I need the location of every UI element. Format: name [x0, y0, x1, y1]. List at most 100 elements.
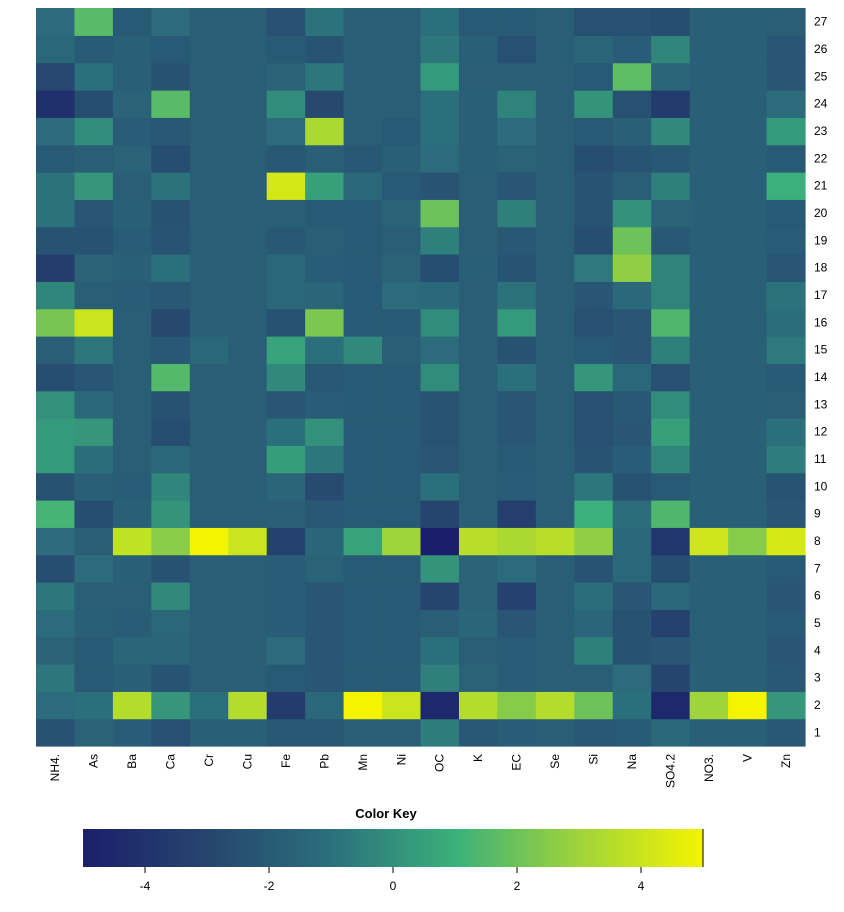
row-label: 22	[814, 151, 828, 165]
column-label: Cu	[240, 754, 254, 769]
heatmap-cell-1-Ba	[112, 718, 152, 747]
color-key-swatch	[203, 829, 209, 867]
heatmap-cell-6-Fe	[266, 582, 306, 610]
heatmap-cell-11-Mn	[343, 445, 383, 474]
heatmap-cell-9-SO4.2	[651, 500, 691, 528]
heatmap-cell-4-OC	[420, 636, 460, 665]
heatmap-cell-20-NH4.	[36, 199, 76, 228]
heatmap-cell-20-Cu	[228, 199, 268, 228]
heatmap-cell-17-V	[728, 281, 768, 310]
heatmap-cell-21-EC	[497, 172, 537, 200]
heatmap-cell-25-Cu	[228, 62, 268, 91]
heatmap-cell-22-NO3.	[689, 144, 729, 173]
heatmap-cell-11-K	[458, 445, 498, 474]
heatmap-cell-22-NH4.	[36, 144, 76, 173]
heatmap-cell-8-Ni	[382, 527, 422, 556]
row-labels: 1234567891011121314151617181920212223242…	[814, 15, 828, 740]
heatmap-cell-2-Si	[574, 691, 614, 720]
heatmap-cell-22-Fe	[266, 144, 306, 173]
heatmap-cell-20-SO4.2	[651, 199, 691, 228]
heatmap-cell-25-Ni	[382, 62, 422, 91]
heatmap-cell-7-Cu	[228, 554, 268, 583]
heatmap-cell-1-Ca	[151, 718, 191, 747]
heatmap-cell-17-SO4.2	[651, 281, 691, 310]
heatmap-cell-5-NO3.	[689, 609, 729, 638]
color-key-swatch	[218, 829, 224, 867]
heatmap-cell-15-Se	[535, 336, 575, 364]
heatmap-cell-12-Fe	[266, 418, 306, 446]
heatmap-cell-19-NH4.	[36, 226, 76, 255]
color-key-swatch	[553, 829, 559, 867]
color-key-swatch	[628, 829, 634, 867]
color-key-swatch	[128, 829, 134, 867]
heatmap-cell-26-Zn	[766, 35, 806, 64]
heatmap-cell-24-Pb	[305, 90, 345, 118]
color-key-swatch	[393, 829, 399, 867]
heatmap-cell-16-Cu	[228, 308, 268, 337]
heatmap-cell-8-EC	[497, 527, 537, 556]
heatmap-cell-25-SO4.2	[651, 62, 691, 91]
heatmap-cell-9-Ba	[112, 500, 152, 528]
heatmap-cell-23-Ba	[112, 117, 152, 146]
heatmap-cell-21-NO3.	[689, 172, 729, 200]
heatmap-cell-10-K	[458, 472, 498, 501]
heatmap-cell-21-As	[74, 172, 114, 200]
heatmap-cell-6-NH4.	[36, 582, 76, 610]
heatmap-cell-10-Si	[574, 472, 614, 501]
heatmap-cell-3-Si	[574, 664, 614, 692]
heatmap-cell-11-Ni	[382, 445, 422, 474]
row-label: 3	[814, 671, 821, 685]
heatmap-cell-5-Fe	[266, 609, 306, 638]
heatmap-cell-16-OC	[420, 308, 460, 337]
row-label: 19	[814, 233, 828, 247]
heatmap-cell-13-NO3.	[689, 390, 729, 419]
heatmap-cell-8-V	[728, 527, 768, 556]
heatmap-cell-13-SO4.2	[651, 390, 691, 419]
heatmap-cell-25-Pb	[305, 62, 345, 91]
heatmap-cell-23-Fe	[266, 117, 306, 146]
heatmap-cell-27-Cr	[189, 8, 229, 36]
color-key-swatch	[108, 829, 114, 867]
heatmap-cell-21-Ba	[112, 172, 152, 200]
heatmap-cell-22-Ni	[382, 144, 422, 173]
heatmap-cell-16-Mn	[343, 308, 383, 337]
heatmap-cell-15-Zn	[766, 336, 806, 364]
heatmap-cell-19-OC	[420, 226, 460, 255]
heatmap-cell-12-Ca	[151, 418, 191, 446]
row-label: 9	[814, 507, 821, 521]
heatmap-cell-24-NH4.	[36, 90, 76, 118]
heatmap-cell-5-Mn	[343, 609, 383, 638]
heatmap-cell-19-Se	[535, 226, 575, 255]
color-key-swatch	[183, 829, 189, 867]
color-key-swatch	[423, 829, 429, 867]
heatmap-cell-21-Cu	[228, 172, 268, 200]
heatmap-cell-26-K	[458, 35, 498, 64]
heatmap-cell-1-NH4.	[36, 718, 76, 747]
heatmap-cell-26-NO3.	[689, 35, 729, 64]
heatmap-cell-23-SO4.2	[651, 117, 691, 146]
heatmap-cell-7-Pb	[305, 554, 345, 583]
heatmap-cell-19-Pb	[305, 226, 345, 255]
heatmap-cell-15-SO4.2	[651, 336, 691, 364]
heatmap-cell-23-OC	[420, 117, 460, 146]
color-key-swatch	[388, 829, 394, 867]
color-key-swatch	[138, 829, 144, 867]
heatmap-cell-16-Cr	[189, 308, 229, 337]
heatmap-cell-10-V	[728, 472, 768, 501]
color-key-swatch	[173, 829, 179, 867]
heatmap-cell-17-Si	[574, 281, 614, 310]
column-label: Na	[625, 754, 639, 770]
heatmap-cell-23-Se	[535, 117, 575, 146]
heatmap-cell-13-NH4.	[36, 390, 76, 419]
heatmap-cell-24-EC	[497, 90, 537, 118]
heatmap-cell-4-K	[458, 636, 498, 665]
color-key-swatch	[253, 829, 259, 867]
heatmap-cell-27-Zn	[766, 8, 806, 36]
color-key-swatch	[358, 829, 364, 867]
heatmap-cell-16-Si	[574, 308, 614, 337]
row-label: 18	[814, 261, 828, 275]
color-key-swatch	[573, 829, 579, 867]
color-key-swatch	[208, 829, 214, 867]
heatmap-cell-15-EC	[497, 336, 537, 364]
row-label: 23	[814, 124, 828, 138]
